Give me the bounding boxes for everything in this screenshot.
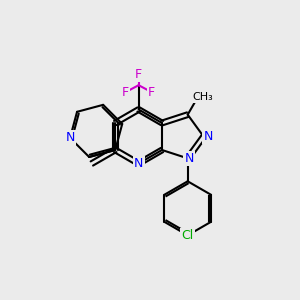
Text: F: F xyxy=(122,86,129,99)
Text: F: F xyxy=(148,86,155,99)
Text: N: N xyxy=(184,152,194,165)
Text: Cl: Cl xyxy=(182,229,194,242)
Text: N: N xyxy=(65,131,75,144)
Text: N: N xyxy=(203,130,213,143)
Text: N: N xyxy=(134,157,143,170)
Text: CH₃: CH₃ xyxy=(192,92,213,102)
Text: F: F xyxy=(135,68,142,81)
